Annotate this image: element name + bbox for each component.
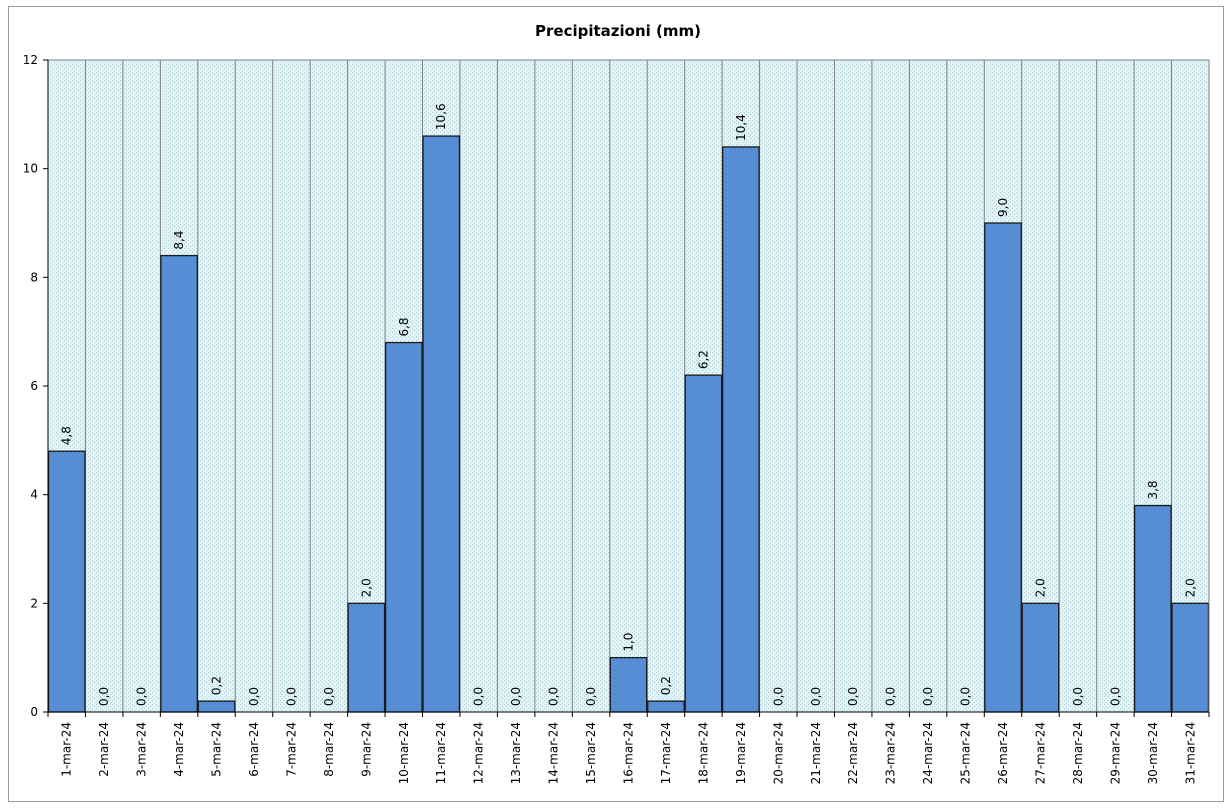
x-tick-label: 8-mar-24 (322, 722, 336, 777)
x-tick-label: 31-mar-24 (1183, 722, 1197, 784)
x-tick-label: 19-mar-24 (734, 722, 748, 784)
y-tick-label: 6 (30, 379, 38, 393)
x-tick-label: 1-mar-24 (60, 722, 74, 777)
y-tick-label: 12 (23, 53, 38, 67)
x-tick-label: 29-mar-24 (1108, 722, 1122, 784)
bar (647, 700, 685, 713)
x-tick-label: 26-mar-24 (996, 722, 1010, 784)
y-tick-label: 10 (23, 162, 38, 176)
data-label: 3,8 (1146, 480, 1160, 499)
bar (347, 602, 386, 713)
x-tick-label: 6-mar-24 (247, 722, 261, 777)
data-label: 0,0 (809, 687, 823, 706)
x-tick-label: 16-mar-24 (622, 722, 636, 784)
x-tick-label: 28-mar-24 (1071, 722, 1085, 784)
x-tick-label: 17-mar-24 (659, 722, 673, 784)
x-tick-label: 20-mar-24 (771, 722, 785, 784)
bar (721, 146, 760, 713)
data-label: 4,8 (60, 426, 74, 445)
data-label: 2,0 (1183, 578, 1197, 597)
data-label: 10,6 (434, 103, 448, 130)
x-tick-label: 13-mar-24 (509, 722, 523, 784)
data-label: 0,0 (959, 687, 973, 706)
data-label: 6,8 (397, 317, 411, 336)
x-tick-label: 12-mar-24 (472, 722, 486, 784)
x-tick-label: 21-mar-24 (809, 722, 823, 784)
bar (160, 254, 198, 713)
bar (1133, 504, 1172, 713)
x-tick-label: 18-mar-24 (696, 722, 710, 784)
data-label: 0,0 (284, 687, 298, 706)
data-label: 0,2 (210, 676, 224, 695)
x-tick-label: 30-mar-24 (1146, 722, 1160, 784)
data-label: 0,2 (659, 676, 673, 695)
x-tick-label: 14-mar-24 (547, 722, 561, 784)
data-label: 0,0 (921, 687, 935, 706)
data-label: 0,0 (97, 687, 111, 706)
data-label: 2,0 (359, 578, 373, 597)
x-tick-label: 2-mar-24 (97, 722, 111, 777)
y-tick-label: 2 (30, 596, 38, 610)
data-label: 0,0 (1071, 687, 1085, 706)
x-tick-label: 27-mar-24 (1033, 722, 1047, 784)
x-tick-label: 4-mar-24 (172, 722, 186, 777)
bar (422, 135, 461, 713)
bar (197, 700, 236, 713)
x-tick-label: 24-mar-24 (921, 722, 935, 784)
data-label: 0,0 (322, 687, 336, 706)
chart-title: Precipitazioni (mm) (535, 22, 701, 40)
data-label: 2,0 (1033, 578, 1047, 597)
x-tick-label: 10-mar-24 (397, 722, 411, 784)
x-tick-label: 23-mar-24 (884, 722, 898, 784)
y-tick-label: 0 (30, 705, 38, 719)
data-label: 9,0 (996, 198, 1010, 217)
data-label: 0,0 (884, 687, 898, 706)
data-label: 8,4 (172, 231, 186, 250)
bar (984, 222, 1022, 713)
bar (1171, 602, 1210, 713)
bar (684, 374, 723, 713)
x-tick-label: 9-mar-24 (359, 722, 373, 777)
data-label: 6,2 (696, 350, 710, 369)
y-tick-label: 4 (30, 488, 38, 502)
data-label: 0,0 (584, 687, 598, 706)
data-label: 0,0 (247, 687, 261, 706)
x-tick-label: 7-mar-24 (284, 722, 298, 777)
x-tick-label: 15-mar-24 (584, 722, 598, 784)
y-tick-label: 8 (30, 270, 38, 284)
data-label: 0,0 (846, 687, 860, 706)
bar (609, 657, 648, 713)
data-label: 0,0 (1108, 687, 1122, 706)
x-tick-label: 5-mar-24 (210, 722, 224, 777)
data-label: 1,0 (622, 633, 636, 652)
data-label: 0,0 (135, 687, 149, 706)
bar (1021, 602, 1060, 713)
data-label: 0,0 (547, 687, 561, 706)
data-label: 0,0 (771, 687, 785, 706)
bar (47, 450, 86, 713)
x-tick-label: 3-mar-24 (135, 722, 149, 777)
bar (384, 341, 423, 713)
chart-frame (8, 6, 1224, 802)
data-label: 10,4 (734, 114, 748, 141)
data-label: 0,0 (509, 687, 523, 706)
x-tick-label: 25-mar-24 (959, 722, 973, 784)
x-tick-label: 22-mar-24 (846, 722, 860, 784)
data-label: 0,0 (472, 687, 486, 706)
x-tick-label: 11-mar-24 (434, 722, 448, 784)
